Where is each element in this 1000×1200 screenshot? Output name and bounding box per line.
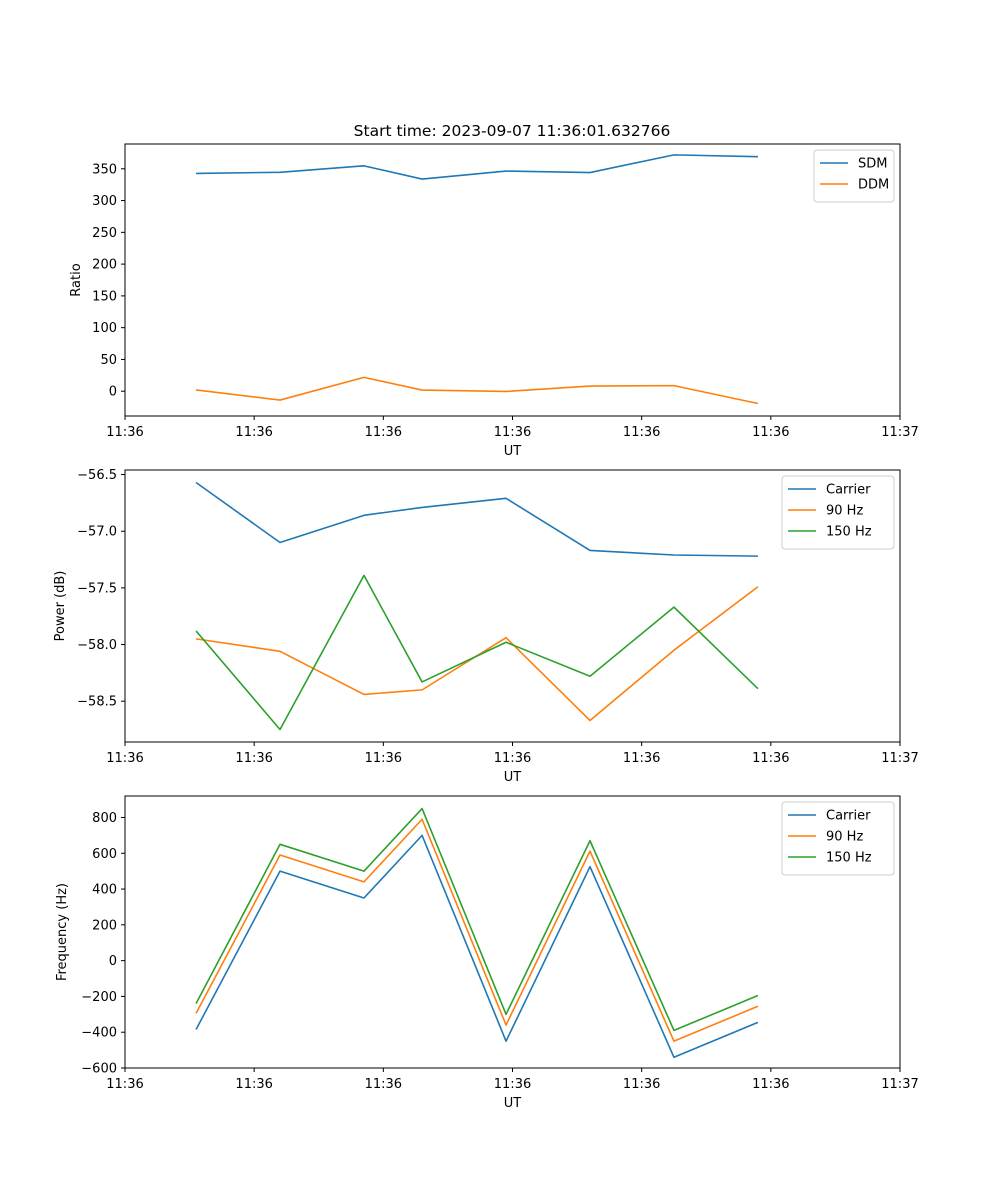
- power-xtick-label: 11:36: [623, 751, 660, 766]
- frequency-legend-label: 150 Hz: [826, 851, 872, 866]
- frequency-xtick-label: 11:36: [365, 1077, 402, 1092]
- ratio-xtick-label: 11:37: [881, 425, 918, 440]
- power-ytick-label: −58.5: [77, 695, 117, 710]
- power-ytick-label: −57.0: [77, 525, 117, 540]
- frequency-ytick-label: 200: [92, 918, 117, 933]
- ratio-x-axis-label: UT: [504, 444, 522, 459]
- power-ytick-label: −57.5: [77, 581, 117, 596]
- power-xtick-label: 11:36: [365, 751, 402, 766]
- power-y-axis-label: Power (dB): [53, 571, 68, 642]
- ratio-series-line-sdm: [196, 154, 758, 180]
- ratio-xtick-label: 11:36: [235, 425, 272, 440]
- power-xtick-label: 11:37: [881, 751, 918, 766]
- power-series-line-150-hz: [195, 574, 759, 731]
- ratio-ytick-label: 250: [92, 226, 117, 241]
- frequency-xtick-label: 11:36: [623, 1077, 660, 1092]
- ratio-ytick-label: 350: [92, 162, 117, 177]
- ratio-y-axis-label: Ratio: [69, 263, 84, 296]
- power-x-axis-label: UT: [504, 770, 522, 785]
- frequency-series-line-90-hz: [195, 818, 759, 1042]
- frequency-y-axis-label: Frequency (Hz): [55, 883, 70, 981]
- frequency-legend-label: Carrier: [826, 809, 871, 824]
- frequency-x-axis-label: UT: [504, 1096, 522, 1111]
- frequency-legend: Carrier 90 Hz 150 Hz: [781, 801, 895, 876]
- power-series-line-90-hz: [195, 586, 759, 722]
- power-ytick-label: −58.0: [77, 638, 117, 653]
- power-ytick-label: −56.5: [77, 468, 117, 483]
- ratio-xtick-label: 11:36: [623, 425, 660, 440]
- frequency-xtick-label: 11:36: [752, 1077, 789, 1092]
- ratio-ytick-label: 50: [100, 353, 117, 368]
- ratio-ytick-label: 300: [92, 194, 117, 209]
- ratio-ytick-label: 150: [92, 289, 117, 304]
- power-xtick-label: 11:36: [235, 751, 272, 766]
- ratio-legend: SDM DDM: [813, 149, 895, 203]
- frequency-ytick-label: 0: [109, 954, 117, 969]
- ratio-legend-label: DDM: [858, 178, 889, 193]
- frequency-xtick-label: 11:36: [106, 1077, 143, 1092]
- frequency-ytick-label: −200: [81, 990, 117, 1005]
- power-legend: Carrier 90 Hz 150 Hz: [781, 475, 895, 550]
- frequency-series-line-150-hz: [195, 807, 759, 1032]
- frequency-xtick-label: 11:37: [881, 1077, 918, 1092]
- frequency-ytick-label: 800: [92, 811, 117, 826]
- figure-title: Start time: 2023-09-07 11:36:01.632766: [354, 122, 671, 140]
- ratio-ytick-label: 100: [92, 321, 117, 336]
- ratio-legend-label: SDM: [858, 157, 887, 172]
- power-xtick-label: 11:36: [752, 751, 789, 766]
- frequency-ytick-label: 400: [92, 883, 117, 898]
- panel-power: 11:36 11:36 11:36 11:36 11:36 11:36 11:37 −58.5…: [53, 468, 919, 785]
- frequency-legend-label: 90 Hz: [826, 830, 863, 845]
- frequency-ytick-label: 600: [92, 847, 117, 862]
- frequency-xtick-label: 11:36: [235, 1077, 272, 1092]
- frequency-ytick-label: −400: [81, 1026, 117, 1041]
- ratio-xtick-label: 11:36: [365, 425, 402, 440]
- ratio-ytick-label: 200: [92, 258, 117, 273]
- power-legend-label: 150 Hz: [826, 525, 872, 540]
- ratio-xtick-label: 11:36: [106, 425, 143, 440]
- power-legend-label: Carrier: [826, 483, 871, 498]
- panel-frequency: 11:36 11:36 11:36 11:36 11:36 11:36 11:37 −600 −…: [55, 795, 919, 1111]
- ratio-ytick-label: 0: [109, 385, 117, 400]
- frequency-xtick-label: 11:36: [494, 1077, 531, 1092]
- power-series-line-carrier: [195, 481, 758, 557]
- frequency-ytick-label: −600: [81, 1062, 117, 1077]
- ratio-xtick-label: 11:36: [752, 425, 789, 440]
- power-legend-label: 90 Hz: [826, 504, 863, 519]
- power-xtick-label: 11:36: [494, 751, 531, 766]
- power-xtick-label: 11:36: [106, 751, 143, 766]
- ratio-xtick-label: 11:36: [494, 425, 531, 440]
- ratio-series-line-ddm: [195, 376, 759, 405]
- panel-ratio: 11:36 11:36 11:36 11:36 11:36 11:36 11:37 0 50 10…: [69, 143, 919, 459]
- frequency-series-line-carrier: [195, 834, 759, 1059]
